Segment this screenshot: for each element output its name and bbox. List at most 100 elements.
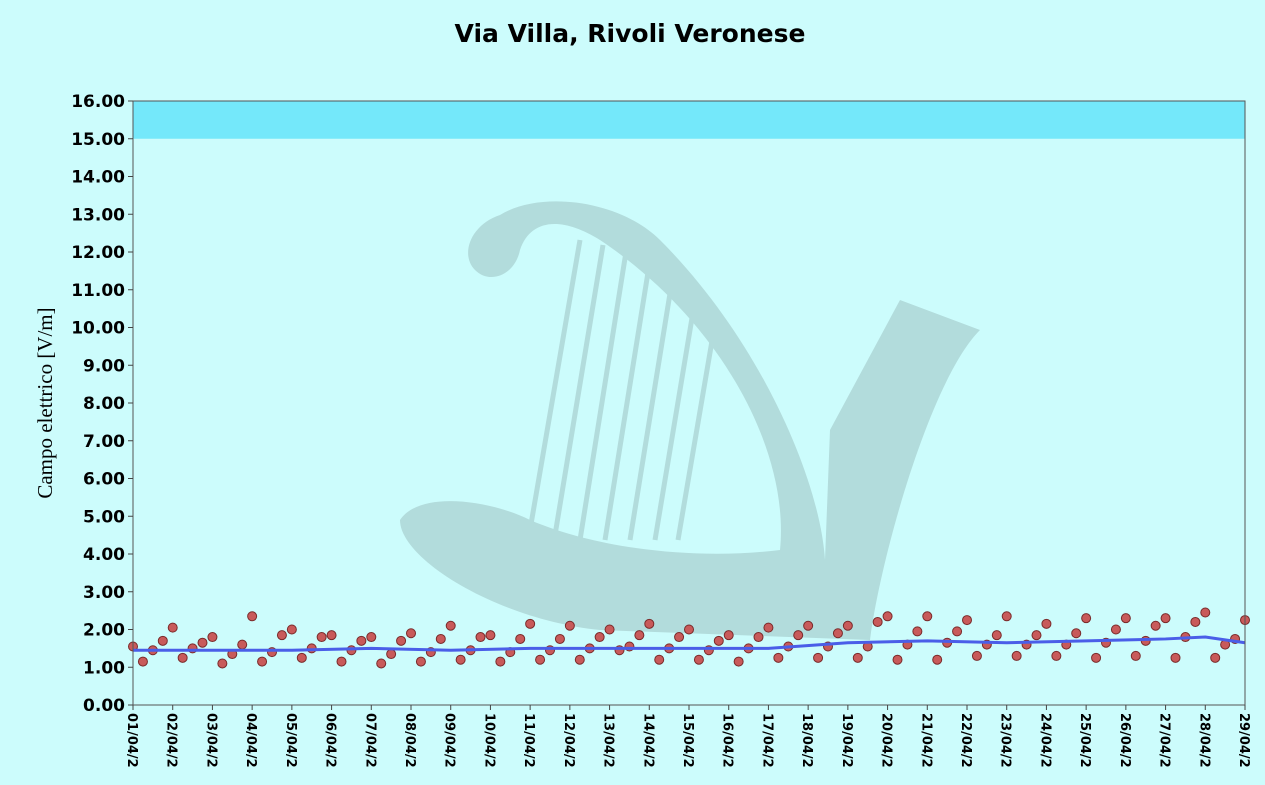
- data-point: [357, 636, 366, 645]
- y-tick-label: 12.00: [71, 243, 125, 263]
- data-point: [1121, 614, 1130, 623]
- x-tick-label: 02/04/2: [164, 713, 179, 768]
- data-point: [555, 634, 564, 643]
- y-tick-label: 0.00: [83, 696, 125, 716]
- y-tick-label: 4.00: [83, 545, 125, 565]
- x-tick-label: 27/04/2: [1157, 713, 1172, 768]
- data-point: [1012, 651, 1021, 660]
- data-point: [1211, 653, 1220, 662]
- data-point: [496, 657, 505, 666]
- data-point: [923, 612, 932, 621]
- data-point: [198, 638, 207, 647]
- data-point: [754, 633, 763, 642]
- data-point: [248, 612, 257, 621]
- data-point: [158, 636, 167, 645]
- y-tick-label: 3.00: [83, 583, 125, 603]
- data-point: [992, 631, 1001, 640]
- x-tick-label: 25/04/2: [1077, 713, 1092, 768]
- y-tick-label: 8.00: [83, 394, 125, 414]
- data-point: [893, 655, 902, 664]
- data-point: [635, 631, 644, 640]
- x-tick-label: 24/04/2: [1037, 713, 1052, 768]
- y-tick-label: 11.00: [71, 281, 125, 301]
- x-tick-label: 21/04/2: [918, 713, 933, 768]
- data-point: [327, 631, 336, 640]
- data-point: [1171, 653, 1180, 662]
- data-point: [1161, 614, 1170, 623]
- data-point: [1072, 629, 1081, 638]
- data-point: [1151, 621, 1160, 630]
- x-tick-label: 28/04/2: [1196, 713, 1211, 768]
- x-tick-label: 07/04/2: [362, 713, 377, 768]
- y-tick-label: 16.00: [71, 92, 125, 112]
- limit-band: [133, 101, 1245, 139]
- data-point: [655, 655, 664, 664]
- data-point: [208, 633, 217, 642]
- data-point: [416, 657, 425, 666]
- page: Via Villa, Rivoli Veronese Campo elettri…: [0, 0, 1265, 785]
- data-point: [963, 616, 972, 625]
- data-point: [526, 619, 535, 628]
- data-point: [258, 657, 267, 666]
- y-tick-label: 5.00: [83, 507, 125, 527]
- data-point: [317, 633, 326, 642]
- y-tick-label: 14.00: [71, 168, 125, 188]
- data-point: [287, 625, 296, 634]
- x-tick-label: 16/04/2: [720, 713, 735, 768]
- x-tick-label: 01/04/2: [124, 713, 139, 768]
- data-point: [833, 629, 842, 638]
- data-point: [595, 633, 604, 642]
- data-point: [486, 631, 495, 640]
- data-point: [1201, 608, 1210, 617]
- data-point: [138, 657, 147, 666]
- data-point: [764, 623, 773, 632]
- data-point: [178, 653, 187, 662]
- x-tick-label: 06/04/2: [323, 713, 338, 768]
- x-tick-label: 29/04/2: [1236, 713, 1251, 768]
- data-point: [933, 655, 942, 664]
- x-tick-label: 15/04/2: [680, 713, 695, 768]
- data-point: [804, 621, 813, 630]
- x-tick-label: 08/04/2: [402, 713, 417, 768]
- data-point: [436, 634, 445, 643]
- x-tick-label: 18/04/2: [799, 713, 814, 768]
- y-tick-label: 9.00: [83, 356, 125, 376]
- data-point: [694, 655, 703, 664]
- data-point: [377, 659, 386, 668]
- data-point: [407, 629, 416, 638]
- x-tick-label: 22/04/2: [958, 713, 973, 768]
- data-point: [853, 653, 862, 662]
- data-point: [724, 631, 733, 640]
- data-point: [605, 625, 614, 634]
- data-point: [297, 653, 306, 662]
- x-tick-label: 04/04/2: [243, 713, 258, 768]
- x-tick-label: 03/04/2: [203, 713, 218, 768]
- data-point: [238, 640, 247, 649]
- data-point: [675, 633, 684, 642]
- y-tick-label: 15.00: [71, 130, 125, 150]
- data-point: [446, 621, 455, 630]
- data-point: [565, 621, 574, 630]
- data-point: [953, 627, 962, 636]
- data-point: [476, 633, 485, 642]
- y-tick-label: 7.00: [83, 432, 125, 452]
- data-point: [387, 650, 396, 659]
- x-tick-label: 05/04/2: [283, 713, 298, 768]
- y-tick-label: 2.00: [83, 621, 125, 641]
- y-tick-label: 1.00: [83, 658, 125, 678]
- data-point: [456, 655, 465, 664]
- data-point: [883, 612, 892, 621]
- x-tick-label: 23/04/2: [998, 713, 1013, 768]
- data-point: [714, 636, 723, 645]
- data-point: [218, 659, 227, 668]
- x-tick-label: 14/04/2: [640, 713, 655, 768]
- x-tick-label: 19/04/2: [839, 713, 854, 768]
- data-point: [913, 627, 922, 636]
- y-tick-label: 10.00: [71, 319, 125, 339]
- data-point: [516, 634, 525, 643]
- x-tick-label: 13/04/2: [601, 713, 616, 768]
- data-point: [645, 619, 654, 628]
- y-axis-label: Campo elettrico [V/m]: [33, 307, 57, 498]
- data-point: [814, 653, 823, 662]
- data-point: [1092, 653, 1101, 662]
